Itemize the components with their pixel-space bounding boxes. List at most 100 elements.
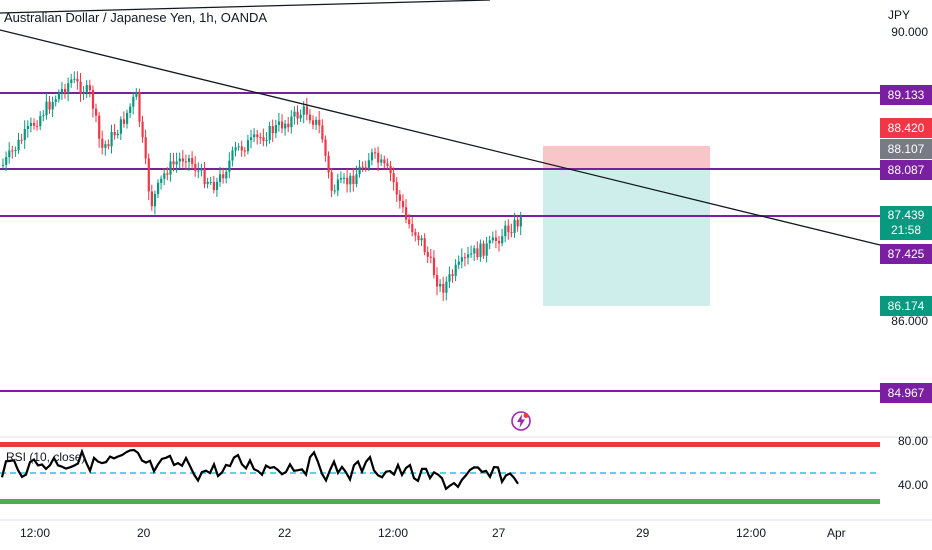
candle-body xyxy=(308,114,312,121)
candle-body xyxy=(290,116,293,128)
candle-body xyxy=(147,158,150,192)
candle-body xyxy=(293,111,296,117)
candle-body xyxy=(454,264,457,276)
candle-body xyxy=(274,124,277,134)
candle-body xyxy=(315,119,318,125)
candle-body xyxy=(91,90,95,109)
candle-body xyxy=(516,219,519,227)
candle-body xyxy=(73,78,76,80)
candle-body xyxy=(197,170,200,172)
candle-body xyxy=(17,139,20,150)
candle-body xyxy=(231,150,234,161)
time-label: 27 xyxy=(492,526,506,540)
candle-body xyxy=(284,123,287,129)
candle-body xyxy=(268,126,271,140)
price-tick-90: 90.000 xyxy=(891,25,928,39)
candle-body xyxy=(445,281,448,293)
candle-body xyxy=(209,181,212,183)
candle-body xyxy=(5,157,8,165)
candle-body xyxy=(398,194,401,201)
candle-body xyxy=(370,152,374,161)
flash-icon[interactable] xyxy=(510,410,532,432)
bar-countdown: 21:58 xyxy=(890,223,922,237)
candle-body xyxy=(240,146,243,151)
candle-body xyxy=(411,224,414,233)
candle-body xyxy=(321,125,324,140)
candle-body xyxy=(333,190,336,192)
candle-body xyxy=(380,159,383,163)
candle-body xyxy=(246,140,250,152)
candle-body xyxy=(377,152,380,163)
candle-body xyxy=(265,139,268,141)
candle-body xyxy=(79,81,82,94)
candle-body xyxy=(60,88,64,93)
time-label: 12:00 xyxy=(736,526,767,540)
candle-body xyxy=(352,175,355,185)
candle-body xyxy=(101,138,104,148)
candle-body xyxy=(70,79,73,84)
candle-body xyxy=(479,243,482,258)
candle-body xyxy=(460,257,463,262)
candle-body xyxy=(436,275,439,287)
candle-body xyxy=(519,216,522,227)
candle-body xyxy=(253,134,256,138)
candle-body xyxy=(8,150,11,158)
level-label-89133: 89.133 xyxy=(880,85,932,105)
candle-body xyxy=(299,114,302,119)
candle-body xyxy=(504,225,507,237)
candle-body xyxy=(277,121,281,125)
candle-body xyxy=(64,88,67,94)
candle-body xyxy=(336,179,339,191)
time-label: 29 xyxy=(636,526,650,540)
candle-body xyxy=(463,257,467,259)
candle-body xyxy=(281,121,284,129)
candle-body xyxy=(132,96,135,107)
rsi-indicator-title[interactable]: RSI (10, close) xyxy=(6,450,86,464)
candle-body xyxy=(374,152,377,154)
candle-body xyxy=(358,166,361,175)
time-label: 12:00 xyxy=(378,526,409,540)
time-label: 12:00 xyxy=(20,526,51,540)
rsi-line xyxy=(0,448,519,491)
candle-body xyxy=(491,237,494,241)
candle-body xyxy=(138,92,141,122)
time-label: 22 xyxy=(278,526,292,540)
candle-body xyxy=(389,165,392,174)
candle-body xyxy=(36,125,39,127)
candle-body xyxy=(243,150,246,152)
candle-body xyxy=(302,106,305,115)
candle-body xyxy=(448,274,451,282)
candle-body xyxy=(116,133,119,136)
time-label: Apr xyxy=(827,526,846,540)
candle-body xyxy=(212,181,215,190)
candle-body xyxy=(39,116,42,127)
candle-body xyxy=(203,168,206,185)
candle-body xyxy=(386,163,389,166)
candle-body xyxy=(327,155,330,173)
candle-body xyxy=(259,137,262,139)
candle-body xyxy=(20,139,23,141)
candle-body xyxy=(42,115,45,117)
candle-body xyxy=(330,172,333,191)
candle-body xyxy=(451,274,454,276)
time-label: 20 xyxy=(137,526,151,540)
candle-body xyxy=(175,161,178,165)
candle-body xyxy=(85,85,88,93)
candle-body xyxy=(215,181,219,190)
candle-body xyxy=(228,160,231,172)
candle-body xyxy=(392,173,395,183)
stop-loss-zone xyxy=(543,146,710,169)
candle-body xyxy=(144,137,147,159)
candle-body xyxy=(426,252,429,257)
candle-body xyxy=(184,161,188,163)
candle-body xyxy=(45,101,48,116)
candle-body xyxy=(172,161,175,165)
candle-body xyxy=(498,240,501,244)
candle-body xyxy=(312,120,315,125)
candle-body xyxy=(54,99,57,103)
candle-body xyxy=(473,248,476,254)
candle-body xyxy=(194,163,197,171)
candle-body xyxy=(324,139,327,156)
candle-body xyxy=(200,168,203,171)
